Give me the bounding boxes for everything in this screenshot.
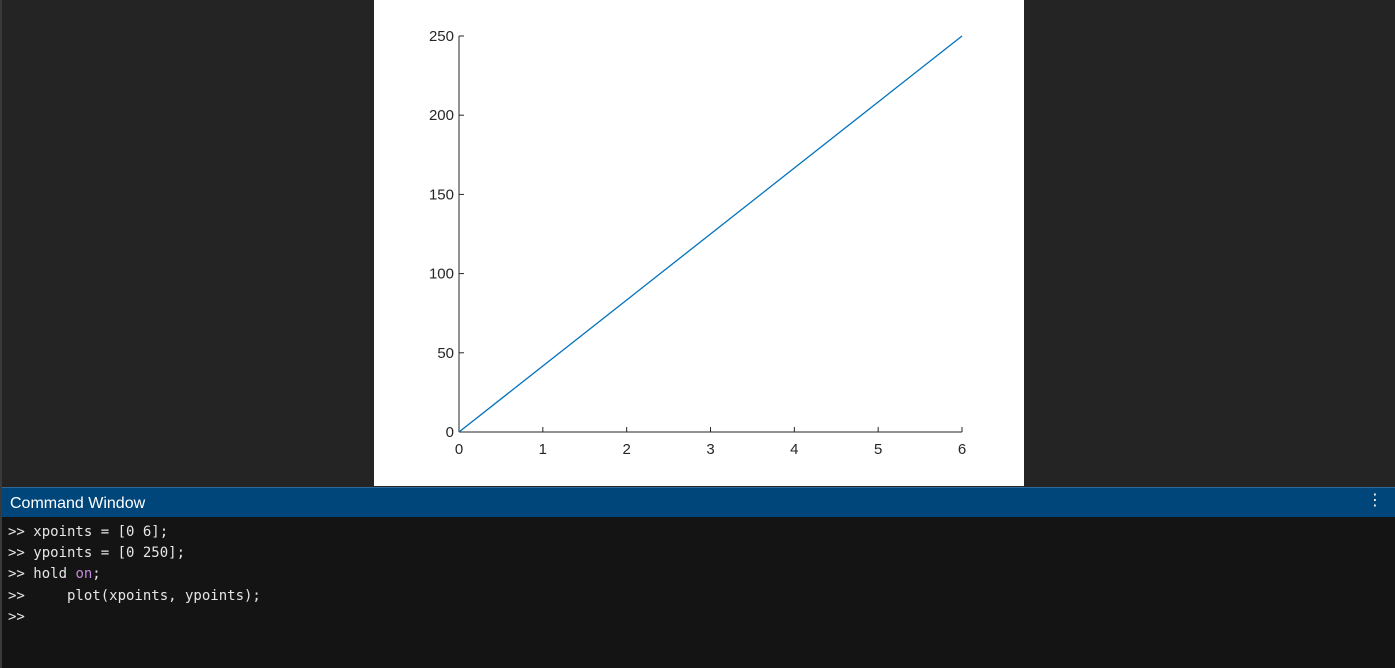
y-tick-label: 200 [429, 107, 454, 124]
vertical-ellipsis-icon[interactable]: ⋮ [1367, 492, 1383, 509]
window-edge [0, 0, 2, 668]
prompt: >> [8, 609, 25, 625]
x-tick-label: 6 [958, 441, 966, 458]
prompt: >> [8, 524, 25, 540]
code-text: hold [24, 566, 76, 582]
keyword-text: on [75, 566, 93, 582]
y-tick-label: 150 [429, 186, 454, 203]
prompt: >> [8, 566, 25, 582]
code-text: ypoints = [0 250]; [24, 545, 186, 561]
y-tick-label: 250 [429, 28, 454, 45]
y-tick-label: 100 [429, 266, 454, 283]
code-text: ; [92, 566, 101, 582]
code-text: xpoints = [0 6]; [24, 524, 169, 540]
command-line: >> ypoints = [0 250]; [8, 543, 185, 564]
prompt: >> [8, 588, 25, 604]
figure-canvas[interactable]: 0 1 2 3 4 5 6 0 50 100 150 200 250 [374, 0, 1024, 486]
y-tick-label: 50 [437, 345, 454, 362]
command-window-body[interactable]: >> xpoints = [0 6]; >> ypoints = [0 250]… [2, 517, 1395, 668]
command-line: >> hold on; [8, 564, 101, 585]
command-line: >> xpoints = [0 6]; [8, 522, 168, 543]
y-tick-label: 0 [446, 424, 454, 441]
command-window-title: Command Window [10, 495, 146, 512]
prompt: >> [8, 545, 25, 561]
series-line [458, 35, 963, 433]
figure-panel: 0 1 2 3 4 5 6 0 50 100 150 200 250 [2, 0, 1395, 486]
command-line: >> plot(xpoints, ypoints); [8, 586, 261, 607]
command-prompt-line[interactable]: >> [8, 607, 25, 628]
x-tick-label: 5 [874, 441, 882, 458]
x-tick-label: 2 [622, 441, 630, 458]
code-text: plot(xpoints, ypoints); [24, 588, 261, 604]
x-tick-label: 4 [790, 441, 798, 458]
x-tick-label: 3 [706, 441, 714, 458]
command-window-header: Command Window ⋮ [2, 487, 1395, 517]
x-tick-label: 0 [455, 441, 463, 458]
plot-axes[interactable]: 0 1 2 3 4 5 6 0 50 100 150 200 250 [374, 0, 1024, 486]
x-tick-label: 1 [539, 441, 547, 458]
